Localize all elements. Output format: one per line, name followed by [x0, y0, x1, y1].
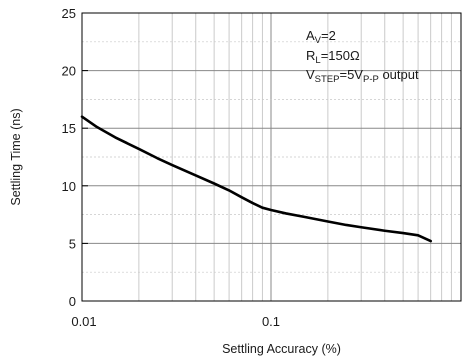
y-tick-label: 15 [62, 121, 76, 136]
y-tick-label: 25 [62, 6, 76, 21]
annotation-line: AV=2 [306, 28, 336, 46]
settling-time-curve [80, 115, 433, 243]
y-tick-label: 10 [62, 179, 76, 194]
y-tick-label: 0 [69, 294, 76, 309]
x-tick-label: 0.01 [71, 314, 96, 329]
grid [82, 13, 461, 301]
axis-ticks: 0 5 10 15 20 25 0.01 0.1 [62, 6, 281, 329]
plot-frame [81, 12, 462, 302]
y-tick-label: 5 [69, 236, 76, 251]
y-tick-label: 20 [62, 64, 76, 79]
y-axis-title: Settling Time (ns) [9, 108, 23, 205]
x-axis-title: Settling Accuracy (%) [222, 342, 341, 356]
annotation-line: RL=150Ω [306, 48, 360, 66]
x-tick-label: 0.1 [262, 314, 280, 329]
annotation-line: VSTEP=5VP-P output [306, 67, 419, 85]
